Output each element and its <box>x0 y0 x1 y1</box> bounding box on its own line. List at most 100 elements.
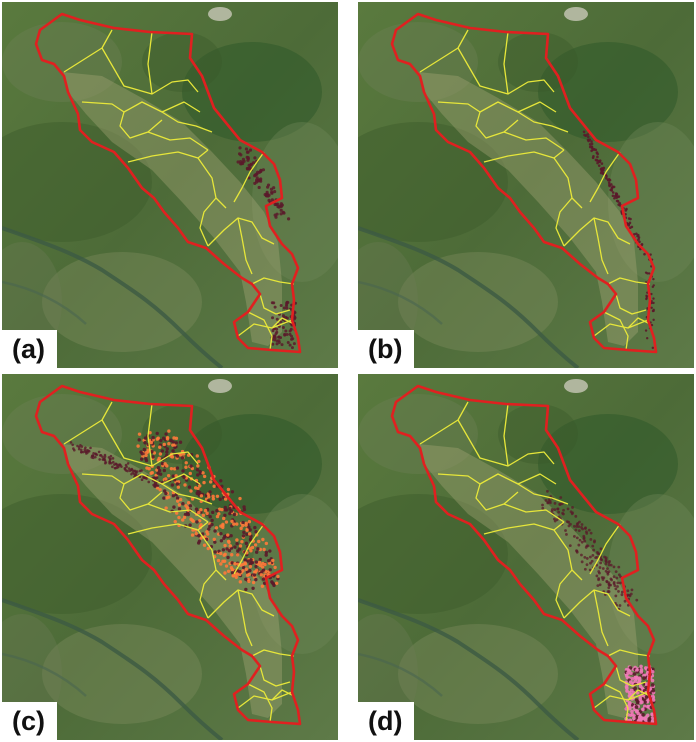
detection-point <box>589 561 592 565</box>
detection-point <box>257 185 261 190</box>
detection-point <box>290 346 294 350</box>
detection-point <box>177 503 182 507</box>
subdivision-line <box>483 521 565 535</box>
detection-point <box>137 432 142 436</box>
detection-point <box>625 689 629 693</box>
panel-label-b: (b) <box>358 330 415 368</box>
detection-point <box>76 444 79 448</box>
detection-point <box>645 337 649 340</box>
detection-point <box>546 489 549 493</box>
detection-point <box>285 333 289 337</box>
detection-point <box>188 523 192 527</box>
detection-point <box>208 480 213 484</box>
detection-point <box>146 448 150 452</box>
detection-point <box>265 190 269 194</box>
detection-point <box>181 518 185 522</box>
detection-point <box>623 599 627 603</box>
detection-point <box>271 342 275 346</box>
terrain-patch <box>358 394 478 474</box>
detection-point <box>230 567 234 572</box>
detection-point <box>180 456 185 460</box>
detection-point <box>169 466 174 471</box>
detection-point <box>245 532 249 536</box>
detection-point <box>275 212 279 216</box>
detection-point <box>651 698 656 702</box>
detection-point <box>652 277 655 281</box>
detection-point <box>214 526 219 530</box>
detection-point <box>645 713 650 718</box>
detection-point <box>626 593 630 597</box>
detection-point <box>649 253 652 256</box>
detection-point <box>239 162 243 166</box>
detection-point <box>272 334 276 338</box>
detection-point <box>650 716 655 721</box>
detection-point <box>611 185 614 188</box>
detection-point <box>160 449 164 453</box>
detection-point <box>257 539 261 544</box>
detection-point <box>617 590 620 593</box>
detection-point <box>647 718 651 723</box>
detection-point <box>626 589 630 593</box>
detection-point <box>637 236 641 239</box>
subdivision-line <box>553 529 583 581</box>
detection-point <box>77 447 81 451</box>
detection-point <box>139 457 144 461</box>
detection-point <box>190 533 195 537</box>
detection-point <box>187 485 192 489</box>
detection-point <box>103 457 106 460</box>
detection-point <box>577 529 581 533</box>
detection-point <box>189 489 193 493</box>
detection-point <box>226 533 230 537</box>
detection-point <box>550 508 554 511</box>
detection-point <box>158 487 162 492</box>
detection-point <box>92 452 95 455</box>
detection-point <box>605 580 609 583</box>
detection-point <box>123 467 127 470</box>
detection-point <box>290 334 294 338</box>
detection-point <box>144 458 149 463</box>
detection-point <box>585 563 589 567</box>
detection-point <box>251 586 255 590</box>
terrain-patch <box>2 22 122 102</box>
subdivision-lines <box>419 401 651 723</box>
settlement-patch <box>564 379 588 393</box>
detection-point <box>193 486 198 490</box>
detection-point <box>611 191 615 194</box>
subdivision-line <box>457 419 555 467</box>
detection-point <box>650 719 655 724</box>
detection-point <box>71 443 74 447</box>
detection-point <box>644 695 649 699</box>
detection-point <box>643 252 646 256</box>
detection-point <box>81 450 85 454</box>
floodplain-area <box>418 72 638 346</box>
detection-point <box>630 588 634 592</box>
detection-point <box>559 496 563 499</box>
detection-point <box>250 545 255 550</box>
detection-point <box>212 537 216 541</box>
detection-point <box>243 558 247 562</box>
detection-point <box>266 185 270 189</box>
detection-point <box>202 480 206 485</box>
detection-point <box>175 482 180 486</box>
subdivision-line <box>237 691 293 709</box>
subdivision-line <box>607 277 651 285</box>
detection-point <box>151 435 155 440</box>
detection-point <box>247 572 251 577</box>
detection-point <box>189 464 193 468</box>
detection-point <box>556 507 560 511</box>
detection-point <box>124 469 128 472</box>
detection-point <box>635 232 638 236</box>
detection-point <box>244 147 249 151</box>
detection-point <box>194 507 199 511</box>
detection-point <box>219 551 223 556</box>
detection-point <box>142 447 147 452</box>
detection-point <box>596 155 599 159</box>
detection-point <box>607 181 611 185</box>
subdivision-line <box>271 689 295 701</box>
detection-point <box>634 705 639 709</box>
detection-point <box>111 457 115 460</box>
subdivision-line <box>503 503 565 523</box>
detection-point <box>617 565 621 569</box>
detection-point <box>255 568 259 572</box>
detection-point <box>636 711 640 716</box>
